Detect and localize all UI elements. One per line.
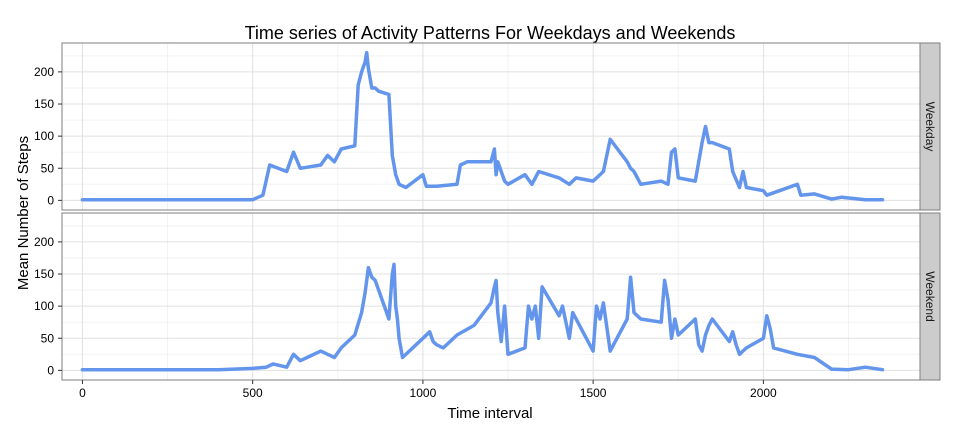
facet-strip-label: Weekend (923, 271, 937, 321)
panel-background (62, 43, 920, 210)
y-tick-label: 200 (34, 235, 54, 249)
y-tick-label: 200 (34, 65, 54, 79)
panel-weekday: Weekday 0 50 100 150 200 (34, 42, 941, 211)
panel-weekend: Weekend 0 50 100 150 200 (34, 212, 941, 381)
y-tick-label: 0 (47, 193, 54, 207)
y-tick-label: 100 (34, 129, 54, 143)
series-line-weekday (80, 50, 885, 202)
y-tick-label: 50 (41, 161, 55, 175)
x-axis-title: Time interval (447, 405, 532, 422)
y-axis-title: Mean Number of Steps (15, 136, 32, 290)
y-tick-label: 150 (34, 97, 54, 111)
x-tick-labels: 0 500 1000 1500 2000 (79, 380, 777, 400)
x-tick-label: 0 (79, 386, 86, 400)
facet-strip (919, 212, 941, 381)
chart-title: Time series of Activity Patterns For Wee… (245, 23, 736, 43)
y-tick-label: 0 (47, 363, 54, 377)
y-tick-label: 50 (41, 331, 55, 345)
x-tick-label: 1000 (410, 386, 437, 400)
y-tick-label: 150 (34, 267, 54, 281)
facet-strip-label: Weekday (923, 102, 937, 152)
x-tick-label: 1500 (580, 386, 607, 400)
x-tick-label: 500 (243, 386, 263, 400)
facet-strip (919, 42, 941, 211)
series-line-weekend (80, 262, 885, 372)
y-tick-label: 100 (34, 299, 54, 313)
x-tick-label: 2000 (750, 386, 777, 400)
panels-group: Weekday 0 50 100 150 200 Weekend 0 50 100 150 200 (34, 42, 941, 381)
